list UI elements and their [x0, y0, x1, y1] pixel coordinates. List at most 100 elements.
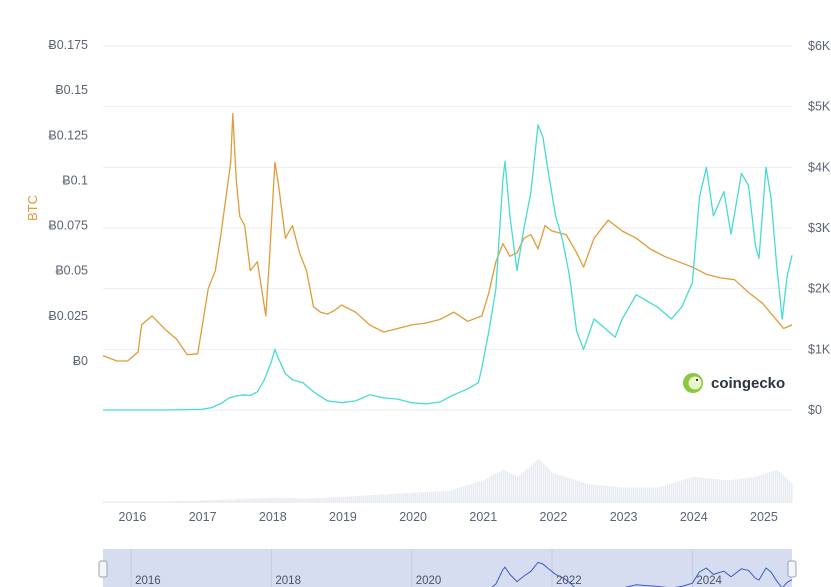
volume-bar	[751, 477, 753, 502]
y-tick-left: Ƀ0.125	[48, 128, 88, 142]
volume-bar	[569, 478, 571, 502]
volume-bar	[397, 493, 399, 502]
volume-bar	[267, 497, 269, 502]
volume-bar	[713, 478, 715, 502]
volume-bar	[141, 501, 143, 502]
volume-bar	[743, 478, 745, 502]
volume-bar	[305, 498, 307, 502]
volume-bar	[127, 501, 129, 502]
volume-bar	[111, 501, 113, 502]
volume-bar	[539, 459, 541, 502]
volume-bar	[445, 491, 447, 502]
volume-bar	[225, 499, 227, 502]
navigator-grid	[130, 549, 693, 587]
volume-bar	[575, 480, 577, 502]
volume-bar	[605, 485, 607, 502]
volume-bar	[435, 491, 437, 502]
volume-bar	[221, 499, 223, 502]
volume-bar	[783, 475, 785, 502]
y-tick-left: Ƀ0.15	[55, 83, 88, 97]
volume-bar	[345, 496, 347, 502]
volume-bar	[249, 498, 251, 502]
volume-bar	[181, 500, 183, 502]
volume-bar	[609, 486, 611, 502]
volume-bar	[351, 496, 353, 502]
volume-bar	[159, 501, 161, 502]
volume-bar	[535, 461, 537, 502]
volume-bar	[291, 498, 293, 502]
volume-bar	[355, 496, 357, 502]
volume-bar	[493, 474, 495, 502]
volume-bar	[691, 477, 693, 502]
volume-bar	[777, 470, 779, 502]
volume-bar	[103, 501, 105, 502]
volume-bar	[129, 501, 131, 502]
y-tick-right: $5K	[808, 100, 831, 114]
x-tick: 2023	[610, 510, 638, 524]
navigator-series-line	[491, 561, 793, 587]
volume-bar	[591, 484, 593, 502]
volume-bar	[255, 498, 257, 502]
volume-bar	[651, 487, 653, 502]
volume-bar	[413, 492, 415, 502]
volume-bar	[649, 487, 651, 502]
volume-bar	[117, 501, 119, 502]
volume-bar	[373, 495, 375, 502]
x-tick: 2022	[540, 510, 568, 524]
volume-bar	[377, 494, 379, 502]
volume-bar	[223, 499, 225, 502]
volume-bar	[165, 501, 167, 502]
volume-bar	[511, 473, 513, 502]
volume-bar	[399, 493, 401, 502]
volume-bar	[779, 471, 781, 502]
volume-bar	[707, 478, 709, 502]
navigator-handle-right[interactable]	[787, 560, 797, 578]
volume-bar	[763, 474, 765, 502]
volume-bar	[143, 501, 145, 502]
navigator-background[interactable]	[103, 549, 792, 587]
y-tick-left: Ƀ0.175	[48, 38, 88, 52]
x-axis: 2016 2017 2018 2019 2020 2021 2022 2023 2024 2025	[119, 510, 778, 524]
volume-bar	[519, 475, 521, 502]
x-tick: 2020	[399, 510, 427, 524]
volume-bar	[599, 485, 601, 502]
x-tick: 2018	[259, 510, 287, 524]
navigator-tick: 2024	[696, 575, 722, 587]
volume-bar	[361, 495, 363, 502]
volume-bar	[137, 501, 139, 502]
volume-bar	[433, 491, 435, 502]
y-tick-left: Ƀ0.1	[62, 173, 88, 187]
volume-bar	[567, 477, 569, 502]
volume-bar	[251, 498, 253, 502]
volume-bar	[197, 500, 199, 502]
volume-bar	[621, 487, 623, 502]
volume-bar	[597, 485, 599, 502]
volume-bar	[613, 486, 615, 502]
navigator-handle-left[interactable]	[98, 560, 108, 578]
volume-bar	[139, 501, 141, 502]
volume-bar	[477, 481, 479, 502]
y-tick-right: $2K	[808, 282, 831, 296]
volume-bar	[505, 470, 507, 502]
volume-bar	[563, 476, 565, 502]
volume-bar	[501, 470, 503, 502]
volume-bar	[415, 492, 417, 502]
volume-bar	[109, 501, 111, 502]
volume-bar	[753, 477, 755, 502]
volume-bar	[325, 497, 327, 502]
volume-bar	[565, 477, 567, 502]
volume-bar	[167, 501, 169, 502]
volume-bar	[205, 500, 207, 502]
volume-bar	[173, 501, 175, 502]
volume-bar	[157, 501, 159, 502]
volume-bar	[293, 498, 295, 502]
volume-bar	[611, 486, 613, 502]
volume-bar	[627, 487, 629, 502]
coingecko-watermark: coingecko	[683, 373, 785, 393]
volume-bar	[581, 482, 583, 502]
series-line-btc	[102, 112, 793, 362]
volume-bar	[209, 500, 211, 502]
range-navigator[interactable]: 2016 2018 2020 2022 2024	[98, 549, 797, 587]
volume-bar	[187, 500, 189, 502]
volume-bar	[663, 485, 665, 502]
